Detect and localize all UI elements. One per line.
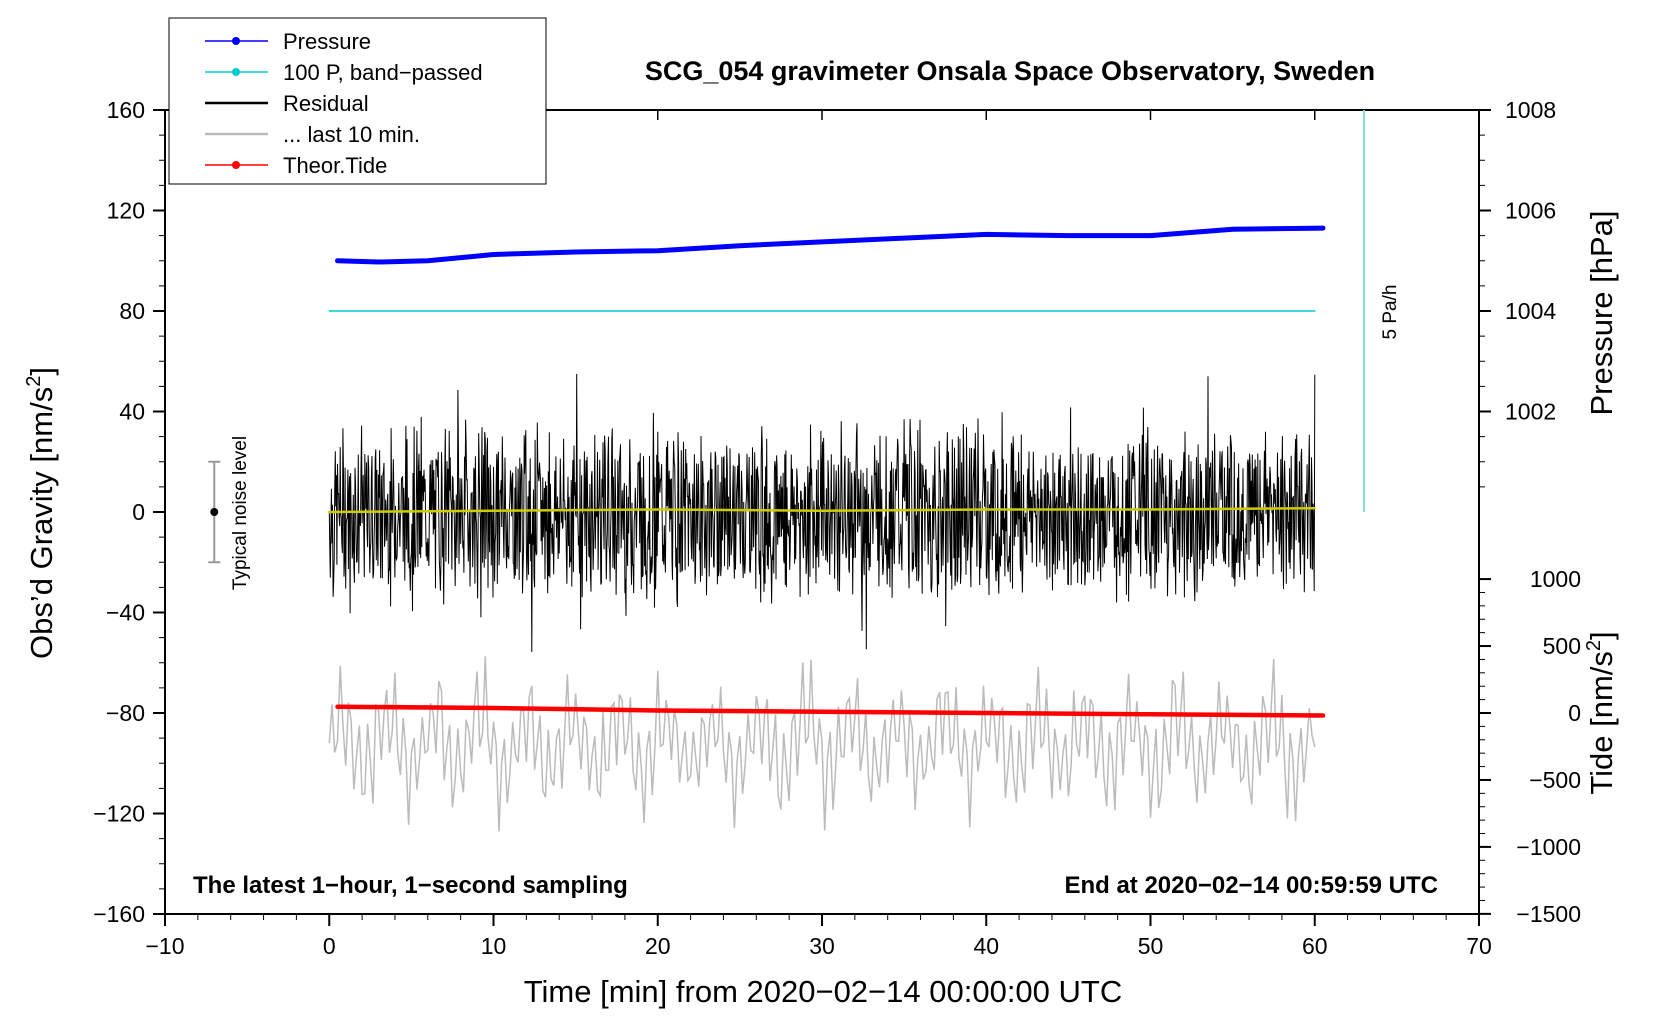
x-tick-label: 70 bbox=[1466, 933, 1492, 959]
tide-tick-label: −500 bbox=[1529, 767, 1581, 793]
rate-label: 5 Pa/h bbox=[1380, 285, 1401, 340]
y-tick-label: −120 bbox=[93, 801, 145, 827]
noise-level-label: Typical noise level bbox=[230, 436, 251, 590]
y-tick-label: 40 bbox=[119, 399, 145, 425]
y-tick-label: 120 bbox=[107, 198, 145, 224]
y-tick-label: −80 bbox=[106, 700, 145, 726]
x-tick-label: 20 bbox=[645, 933, 671, 959]
legend-label: Residual bbox=[283, 91, 369, 116]
legend-marker bbox=[232, 161, 240, 169]
legend-label: Theor.Tide bbox=[283, 153, 387, 178]
x-tick-label: 60 bbox=[1302, 933, 1328, 959]
series-layer bbox=[208, 110, 1366, 832]
y-tick-label: 160 bbox=[107, 97, 145, 123]
x-tick-label: 10 bbox=[481, 933, 507, 959]
legend-marker bbox=[232, 37, 240, 45]
legend-label: ... last 10 min. bbox=[283, 122, 420, 147]
x-tick-label: 40 bbox=[973, 933, 999, 959]
legend: Pressure 100 P, band−passed Residual ... la… bbox=[168, 17, 547, 185]
y-axis-title-pressure: Pressure [hPa] bbox=[1584, 210, 1619, 415]
annotation-end-time: End at 2020−02−14 00:59:59 UTC bbox=[1064, 872, 1438, 899]
y-axis-title-left: Obs’d Gravity [nm/s2] bbox=[23, 367, 59, 659]
pressure-tick-label: 1008 bbox=[1505, 97, 1556, 123]
tide-tick-label: −1000 bbox=[1516, 834, 1581, 860]
y-tick-label: −40 bbox=[106, 600, 145, 626]
y-tick-label: 0 bbox=[132, 499, 145, 525]
y-tick-label: −160 bbox=[93, 901, 145, 927]
x-tick-label: 30 bbox=[809, 933, 835, 959]
legend-label: 100 P, band−passed bbox=[283, 60, 483, 85]
pressure-tick-label: 1004 bbox=[1505, 298, 1556, 324]
series-theor-tide bbox=[335, 704, 1326, 718]
tide-tick-label: 0 bbox=[1568, 700, 1581, 726]
pressure-tick-label: 1006 bbox=[1505, 198, 1556, 224]
x-tick-label: 50 bbox=[1138, 933, 1164, 959]
annotation-sampling: The latest 1−hour, 1−second sampling bbox=[193, 872, 628, 899]
legend-label: Pressure bbox=[283, 29, 371, 54]
tide-tick-label: 500 bbox=[1543, 633, 1581, 659]
noise-bar-dot bbox=[210, 508, 219, 516]
chart-title: SCG_054 gravimeter Onsala Space Observat… bbox=[645, 56, 1375, 86]
series-last-10-min bbox=[328, 656, 1316, 832]
pressure-tick-label: 1002 bbox=[1505, 399, 1556, 425]
tide-tick-label: −1500 bbox=[1516, 901, 1581, 927]
x-axis-title: Time [min] from 2020−02−14 00:00:00 UTC bbox=[524, 974, 1123, 1009]
legend-box bbox=[168, 17, 547, 185]
legend-marker bbox=[232, 68, 240, 76]
tide-tick-label: 1000 bbox=[1530, 566, 1581, 592]
x-tick-label: 0 bbox=[323, 933, 336, 959]
series-pressure bbox=[335, 225, 1326, 265]
series-residual-smoothed bbox=[328, 506, 1317, 514]
x-tick-label: −10 bbox=[145, 933, 184, 959]
series-residual bbox=[328, 373, 1316, 653]
axes-layer: −10 0 10 20 30 40 50 60 70 160 120 80 40 0 −40 −80 −120 −… bbox=[93, 97, 1581, 959]
y-tick-label: 80 bbox=[119, 298, 145, 324]
y-axis-title-tide: Tide [nm/s2] bbox=[1583, 631, 1619, 794]
